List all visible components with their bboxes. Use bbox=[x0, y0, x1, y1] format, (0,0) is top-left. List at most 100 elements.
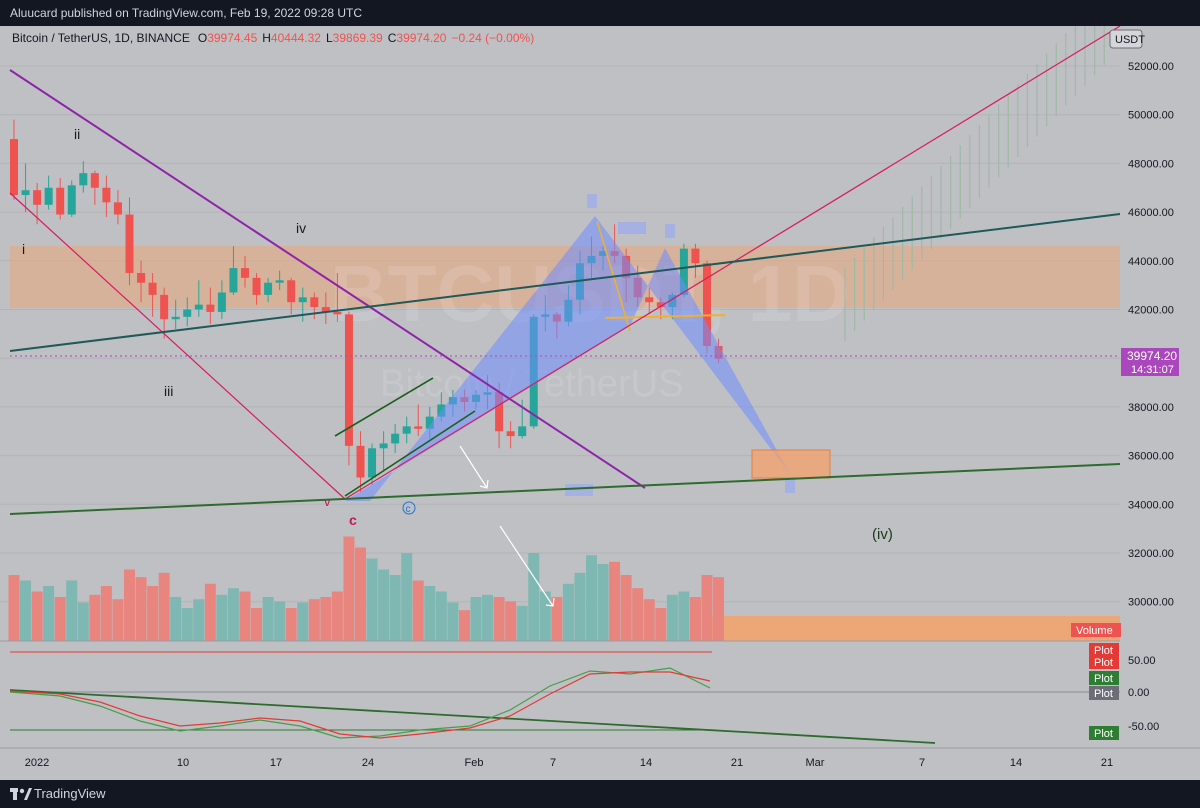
candle bbox=[183, 297, 192, 327]
volume-bar bbox=[285, 608, 297, 641]
volume-bar bbox=[170, 597, 182, 641]
arrow-2 bbox=[499, 525, 554, 607]
volume-bar bbox=[158, 572, 170, 641]
volume-bar bbox=[112, 599, 124, 641]
time-tick: 21 bbox=[1101, 757, 1113, 769]
volume-bar bbox=[135, 577, 147, 641]
target-zone bbox=[751, 449, 831, 479]
time-tick: 14 bbox=[1010, 757, 1022, 769]
currency-badge[interactable] bbox=[1109, 29, 1143, 49]
volume-bar bbox=[320, 597, 332, 641]
volume-bar bbox=[147, 586, 159, 641]
footer-brand: TradingView bbox=[34, 786, 106, 801]
volume-bar bbox=[470, 597, 482, 641]
candle bbox=[194, 280, 203, 317]
svg-text:14:31:07: 14:31:07 bbox=[1131, 364, 1174, 376]
osc-red bbox=[9, 671, 711, 739]
volume-bar bbox=[401, 553, 413, 641]
volume-bar bbox=[308, 599, 320, 641]
price-tick: 36000.00 bbox=[1128, 451, 1174, 463]
time-tick: 21 bbox=[731, 757, 743, 769]
candle bbox=[414, 404, 423, 437]
volume-bar bbox=[8, 575, 20, 641]
candle bbox=[691, 243, 700, 278]
candle bbox=[148, 272, 157, 317]
candle bbox=[252, 272, 261, 305]
candle bbox=[391, 423, 400, 454]
price-tick: 44000.00 bbox=[1128, 256, 1174, 268]
volume-bar bbox=[66, 580, 78, 641]
volume-bar bbox=[20, 580, 32, 641]
last-price-tag bbox=[1121, 348, 1179, 376]
price-chart[interactable]: BTCUSDT, 1D Bitcoin / TetherUS i ii iii … bbox=[0, 26, 1200, 780]
wave-label-c: c bbox=[349, 512, 357, 528]
candle bbox=[264, 277, 273, 303]
volume-bar bbox=[586, 555, 597, 641]
svg-text:Bitcoin / TetherUS, 1D, BINANC: Bitcoin / TetherUS, 1D, BINANCE O39974.45… bbox=[12, 31, 534, 45]
price-tick: 30000.00 bbox=[1128, 597, 1174, 609]
harmonic-pattern-left bbox=[345, 216, 630, 501]
time-axis[interactable]: 2022 10 17 24 Feb 7 14 21 Mar 7 14 21 bbox=[0, 747, 1200, 769]
publisher-text: Aluucard published on TradingView.com, F… bbox=[10, 6, 362, 20]
volume-bar bbox=[89, 594, 101, 641]
plot-tag-label: Plot bbox=[1094, 645, 1113, 657]
plot-tag bbox=[1089, 671, 1119, 685]
volume-bar bbox=[632, 588, 644, 641]
candle bbox=[206, 287, 215, 325]
volume-bar bbox=[505, 601, 517, 641]
ohlc-legend: Bitcoin / TetherUS, 1D, BINANCE O39974.45… bbox=[12, 31, 534, 45]
volume-bar bbox=[493, 597, 505, 641]
volume-bar bbox=[355, 547, 366, 641]
green-support bbox=[9, 463, 1121, 515]
volume-bars bbox=[8, 536, 725, 641]
volume-bar bbox=[274, 601, 286, 641]
plot-tag-label: Plot bbox=[1094, 657, 1113, 669]
plot-tag bbox=[1089, 686, 1119, 700]
time-tick: 7 bbox=[919, 757, 925, 769]
candle bbox=[645, 287, 654, 315]
svg-text:39974.20: 39974.20 bbox=[1127, 349, 1177, 363]
volume-bar bbox=[412, 580, 424, 641]
candle bbox=[56, 178, 65, 220]
time-tick: 2022 bbox=[25, 757, 49, 769]
candle bbox=[171, 299, 180, 329]
volume-bar bbox=[574, 572, 586, 641]
volume-bar bbox=[331, 591, 343, 641]
time-tick: 7 bbox=[550, 757, 556, 769]
wave-label-big-iv: (iv) bbox=[872, 526, 893, 543]
time-tick: 10 bbox=[177, 757, 189, 769]
svg-text:Volume: Volume bbox=[1076, 625, 1113, 637]
volume-bar bbox=[251, 608, 263, 641]
volume-bar bbox=[424, 586, 436, 641]
volume-bar bbox=[193, 599, 205, 641]
volume-bar bbox=[435, 591, 447, 641]
volume-bar bbox=[239, 591, 251, 641]
volume-bar bbox=[447, 602, 459, 641]
osc-tick: -50.00 bbox=[1128, 721, 1159, 733]
volume-bar bbox=[528, 553, 540, 641]
volume-bar bbox=[597, 564, 609, 641]
grid-lines bbox=[0, 65, 1120, 603]
tradingview-logo-icon bbox=[10, 788, 32, 800]
arrow-1 bbox=[459, 445, 488, 489]
volume-bar bbox=[655, 608, 667, 641]
volume-bar bbox=[678, 591, 690, 641]
time-tick: Feb bbox=[465, 757, 484, 769]
plot-tag bbox=[1089, 726, 1119, 740]
candle bbox=[287, 277, 296, 315]
candle bbox=[137, 260, 146, 303]
price-tick: 52000.00 bbox=[1128, 61, 1174, 73]
volume-bar bbox=[551, 597, 563, 641]
candle bbox=[229, 246, 238, 295]
candle bbox=[298, 287, 307, 322]
footer-bar: TradingView bbox=[0, 780, 1200, 808]
candles bbox=[10, 26, 1105, 493]
price-tick: 50000.00 bbox=[1128, 110, 1174, 122]
candle bbox=[379, 431, 388, 471]
volume-bar bbox=[100, 586, 112, 641]
volume-bar bbox=[389, 575, 401, 641]
candle bbox=[356, 431, 365, 493]
candle bbox=[217, 280, 226, 320]
symbol-label: Bitcoin / TetherUS, 1D, BINANCE bbox=[12, 31, 190, 45]
